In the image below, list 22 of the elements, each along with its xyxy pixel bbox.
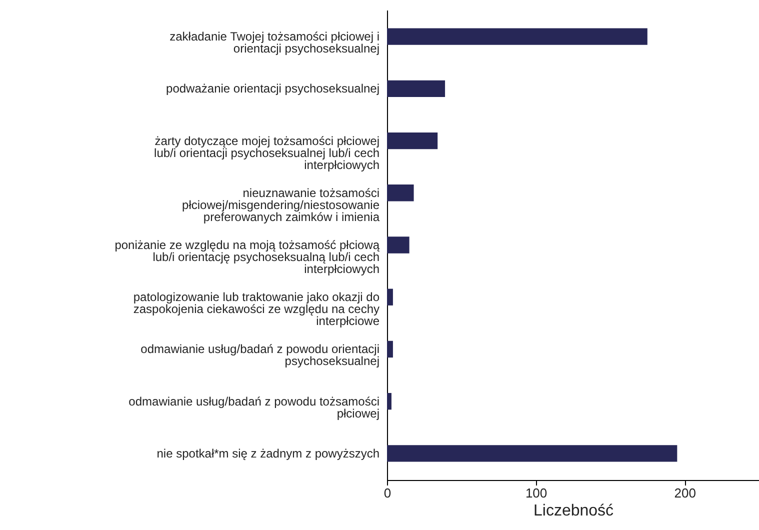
y-tick-label: patologizowanie lub traktowanie jako okazji do zaspokojenia ciekawości ze względu na cechy interpłciowe [133,290,380,328]
bar [387,28,648,45]
x-tick-label: 0 [384,486,392,500]
x-tick-label: 200 [674,486,696,500]
y-tick-label: odmawianie usług/badań z powodu tożsamości płciowej [128,394,380,420]
y-tick-label: nieuznawanie tożsamości płciowej/misgendering/niestosowanie preferowanych zaimków i imienia [182,186,380,224]
y-tick-label: nie spotkał*m się z żadnym z powyższych [156,446,380,460]
x-tick-label: 100 [525,486,548,500]
bar [387,340,393,358]
y-tick-label: zakładanie Twojej tożsamości płciowej i orientacji psychoseksualnej [170,30,380,56]
y-tick-label: poniżanie ze względu na moją tożsamość płciową lub/i orientację psychoseksualną lub/i cech interpłciowych [114,238,380,276]
bar [387,236,410,254]
bar [387,445,678,462]
y-tick-label: żarty dotyczące mojej tożsamości płciowej lub/i orientacji psychoseksualnej lub/i cech interpłciowych [154,134,380,172]
bar [387,288,393,306]
y-tick-label: odmawianie usług/badań z powodu orientacji psychoseksualnej [140,342,380,368]
bar [387,392,392,410]
bar [387,184,414,202]
x-axis-title: Liczebność [533,502,614,520]
bar [387,132,438,150]
bar [387,80,446,98]
y-tick-label: podważanie orientacji psychoseksualnej [166,82,380,96]
